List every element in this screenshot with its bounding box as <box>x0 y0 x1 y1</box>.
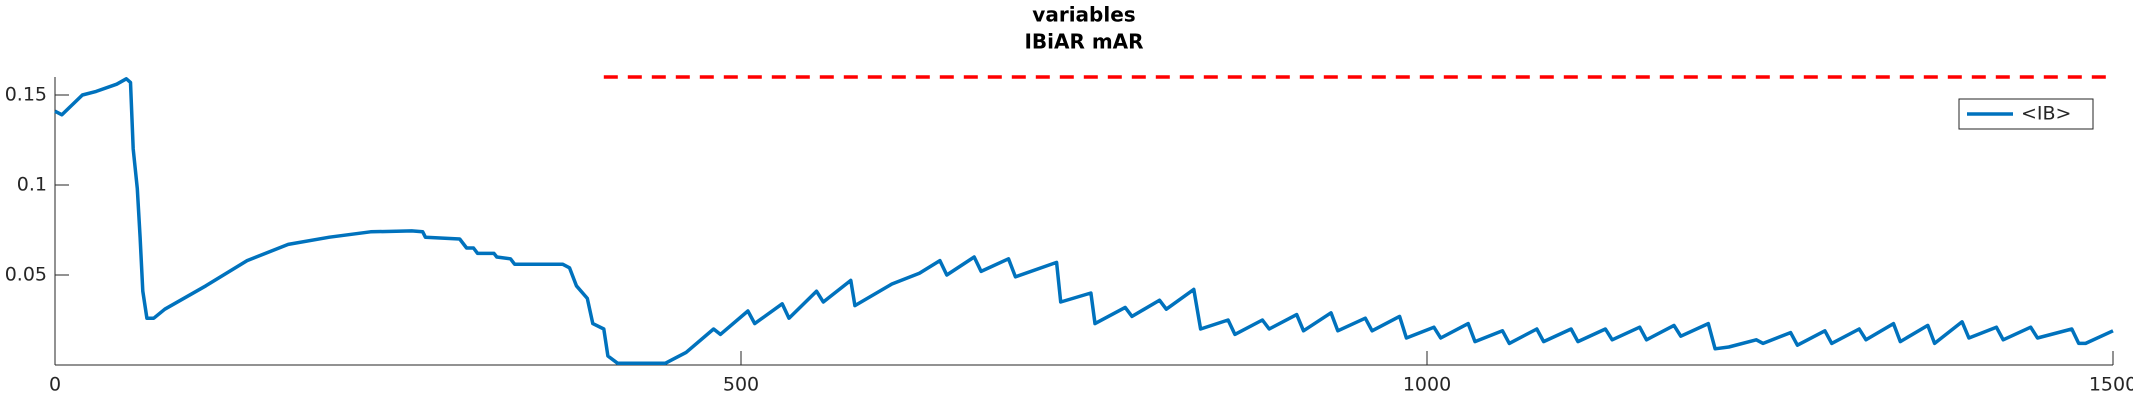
y-tick-label: 0.15 <box>5 84 47 106</box>
x-tick-label: 1500 <box>2089 374 2133 396</box>
legend-label: <IB> <box>2021 103 2071 125</box>
chart-title: variables <box>1032 3 1135 27</box>
x-tick-label: 500 <box>723 374 759 396</box>
x-tick-label: 1000 <box>1403 374 1451 396</box>
chart-subtitle: IBiAR mAR <box>1024 30 1143 54</box>
legend-box <box>1958 98 2094 130</box>
y-tick-label: 0.05 <box>5 264 47 286</box>
data-line <box>54 77 2114 365</box>
y-tick-label: 0.1 <box>17 174 47 196</box>
x-tick-label: 0 <box>49 374 61 396</box>
